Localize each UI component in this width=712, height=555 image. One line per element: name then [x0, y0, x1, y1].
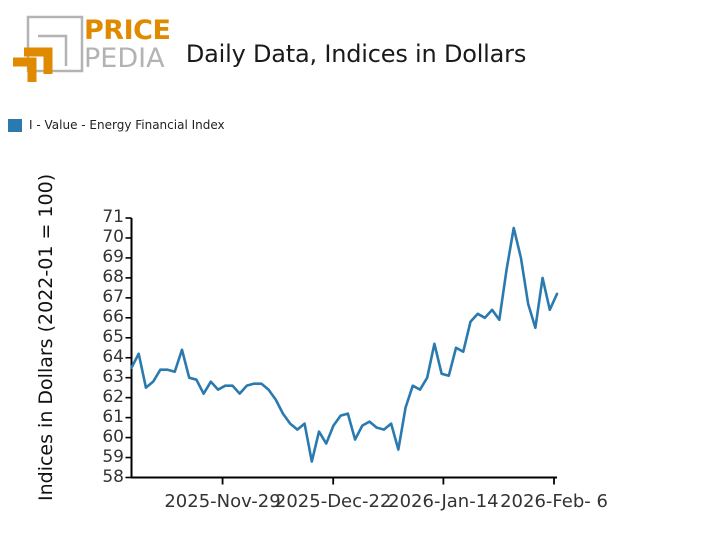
chart-title: Daily Data, Indices in Dollars — [185, 40, 527, 68]
x-axis-tick-label: 2025-Dec-22 — [274, 490, 392, 512]
legend-color-swatch — [8, 118, 22, 132]
y-axis-tick-labels: 58 59 60 61 62 63 64 65 66 67 68 69 70 71 — [88, 0, 124, 555]
data-series-group — [130, 226, 559, 463]
chart-legend: I - Value - Energy Financial Index — [8, 118, 225, 132]
y-axis-tick-label: 71 — [102, 207, 124, 227]
y-axis-tick-label: 63 — [102, 366, 124, 387]
legend-series-label: I - Value - Energy Financial Index — [29, 118, 225, 132]
y-axis-tick-label: 58 — [102, 466, 124, 487]
logo-text-pedia: PEDIA — [84, 43, 165, 74]
series-line-energy-financial-index — [130, 226, 559, 463]
y-axis-tick-label: 70 — [102, 226, 124, 247]
x-axis-tick-label: 2026-Jan-14 — [388, 490, 499, 512]
pricepedia-wordmark: PRICE PEDIA — [84, 16, 234, 86]
y-axis-tick-label: 66 — [102, 306, 124, 327]
y-axis-ticks — [125, 217, 132, 479]
chart-axes — [130, 218, 557, 479]
x-axis-ticks — [221, 477, 555, 485]
pricepedia-logo-icon — [10, 14, 88, 86]
x-axis-tick-label: 2026-Feb- 6 — [500, 490, 608, 512]
pricepedia-logo: PRICE PEDIA — [10, 14, 230, 86]
y-axis-tick-label: 59 — [102, 446, 124, 467]
y-axis-tick-label: 68 — [102, 266, 124, 287]
y-axis-tick-label: 62 — [102, 386, 124, 407]
x-axis-tick-label: 2025-Nov-29 — [164, 490, 281, 512]
y-axis-tick-label: 69 — [102, 246, 124, 267]
y-axis-tick-label: 60 — [102, 426, 124, 447]
y-axis-tick-label: 64 — [102, 346, 124, 367]
y-axis-tick-label: 65 — [102, 326, 124, 347]
y-axis-tick-label: 61 — [102, 406, 124, 427]
logo-text-price: PRICE — [84, 15, 171, 46]
y-axis-tick-label: 67 — [102, 286, 124, 307]
